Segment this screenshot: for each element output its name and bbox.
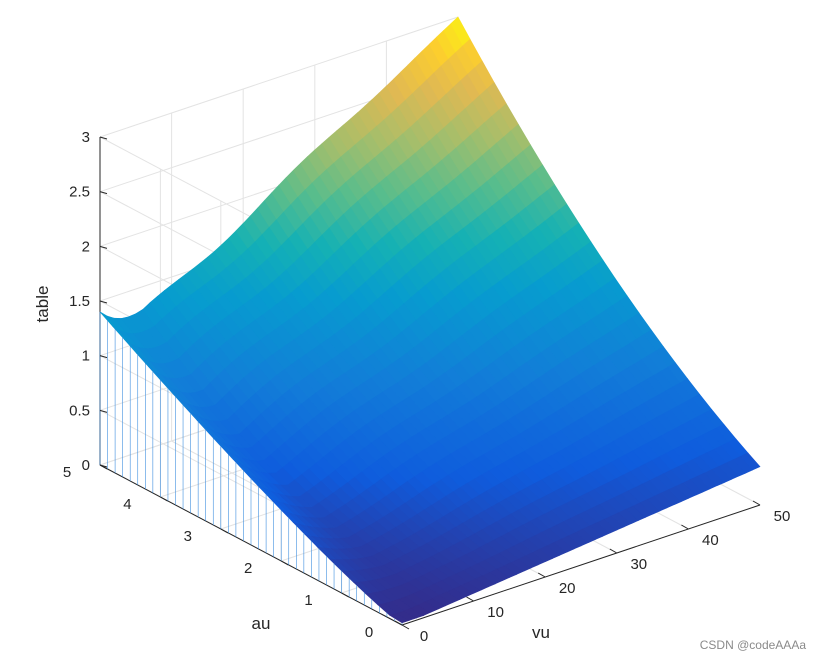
z-axis-label: table <box>33 286 52 323</box>
x-axis-line <box>401 504 761 626</box>
y-tick <box>280 560 289 566</box>
x-tick <box>609 548 618 554</box>
z-tick <box>99 355 108 359</box>
y-tick-label: 5 <box>63 464 71 481</box>
x-tick <box>537 572 546 578</box>
x-tick <box>752 500 761 506</box>
surface-cell <box>740 452 761 471</box>
x-tick <box>681 524 689 530</box>
x-axis-label: vu <box>532 623 550 642</box>
y-tick-label: 1 <box>304 592 312 609</box>
z-tick-label: 1 <box>82 348 90 365</box>
y-tick <box>99 464 108 470</box>
z-tick-label: 1.5 <box>69 293 90 310</box>
z-tick-label: 2.5 <box>69 184 90 201</box>
x-tick-label: 50 <box>774 508 791 525</box>
z-tick-label: 2 <box>82 238 90 255</box>
x-tick-label: 40 <box>702 532 719 549</box>
y-tick <box>220 528 229 534</box>
watermark: CSDN @codeAAAa <box>699 638 806 652</box>
x-tick-label: 20 <box>559 580 576 597</box>
z-tick <box>99 300 108 304</box>
x-tick-label: 30 <box>630 556 647 573</box>
z-tick <box>99 245 108 249</box>
y-axis-label: au <box>252 614 271 633</box>
x-tick <box>466 596 474 602</box>
y-tick <box>341 592 349 598</box>
z-tick-label: 0 <box>82 457 90 474</box>
y-tick-label: 0 <box>365 624 373 641</box>
y-tick-label: 3 <box>184 528 192 545</box>
surface-mesh <box>99 16 761 625</box>
tick-marks <box>99 136 761 630</box>
x-tick-label: 10 <box>487 604 504 621</box>
y-tick-label: 2 <box>244 560 252 577</box>
y-tick <box>401 624 410 630</box>
y-tick-label: 4 <box>123 496 131 513</box>
z-tick <box>99 136 108 140</box>
z-tick-label: 0.5 <box>69 402 90 419</box>
grid-line <box>99 16 459 138</box>
z-tick <box>99 191 108 195</box>
y-tick <box>160 496 168 502</box>
x-tick-label: 0 <box>420 628 428 645</box>
x-tick <box>394 620 403 626</box>
z-tick-label: 3 <box>82 129 90 146</box>
z-tick <box>99 409 108 413</box>
